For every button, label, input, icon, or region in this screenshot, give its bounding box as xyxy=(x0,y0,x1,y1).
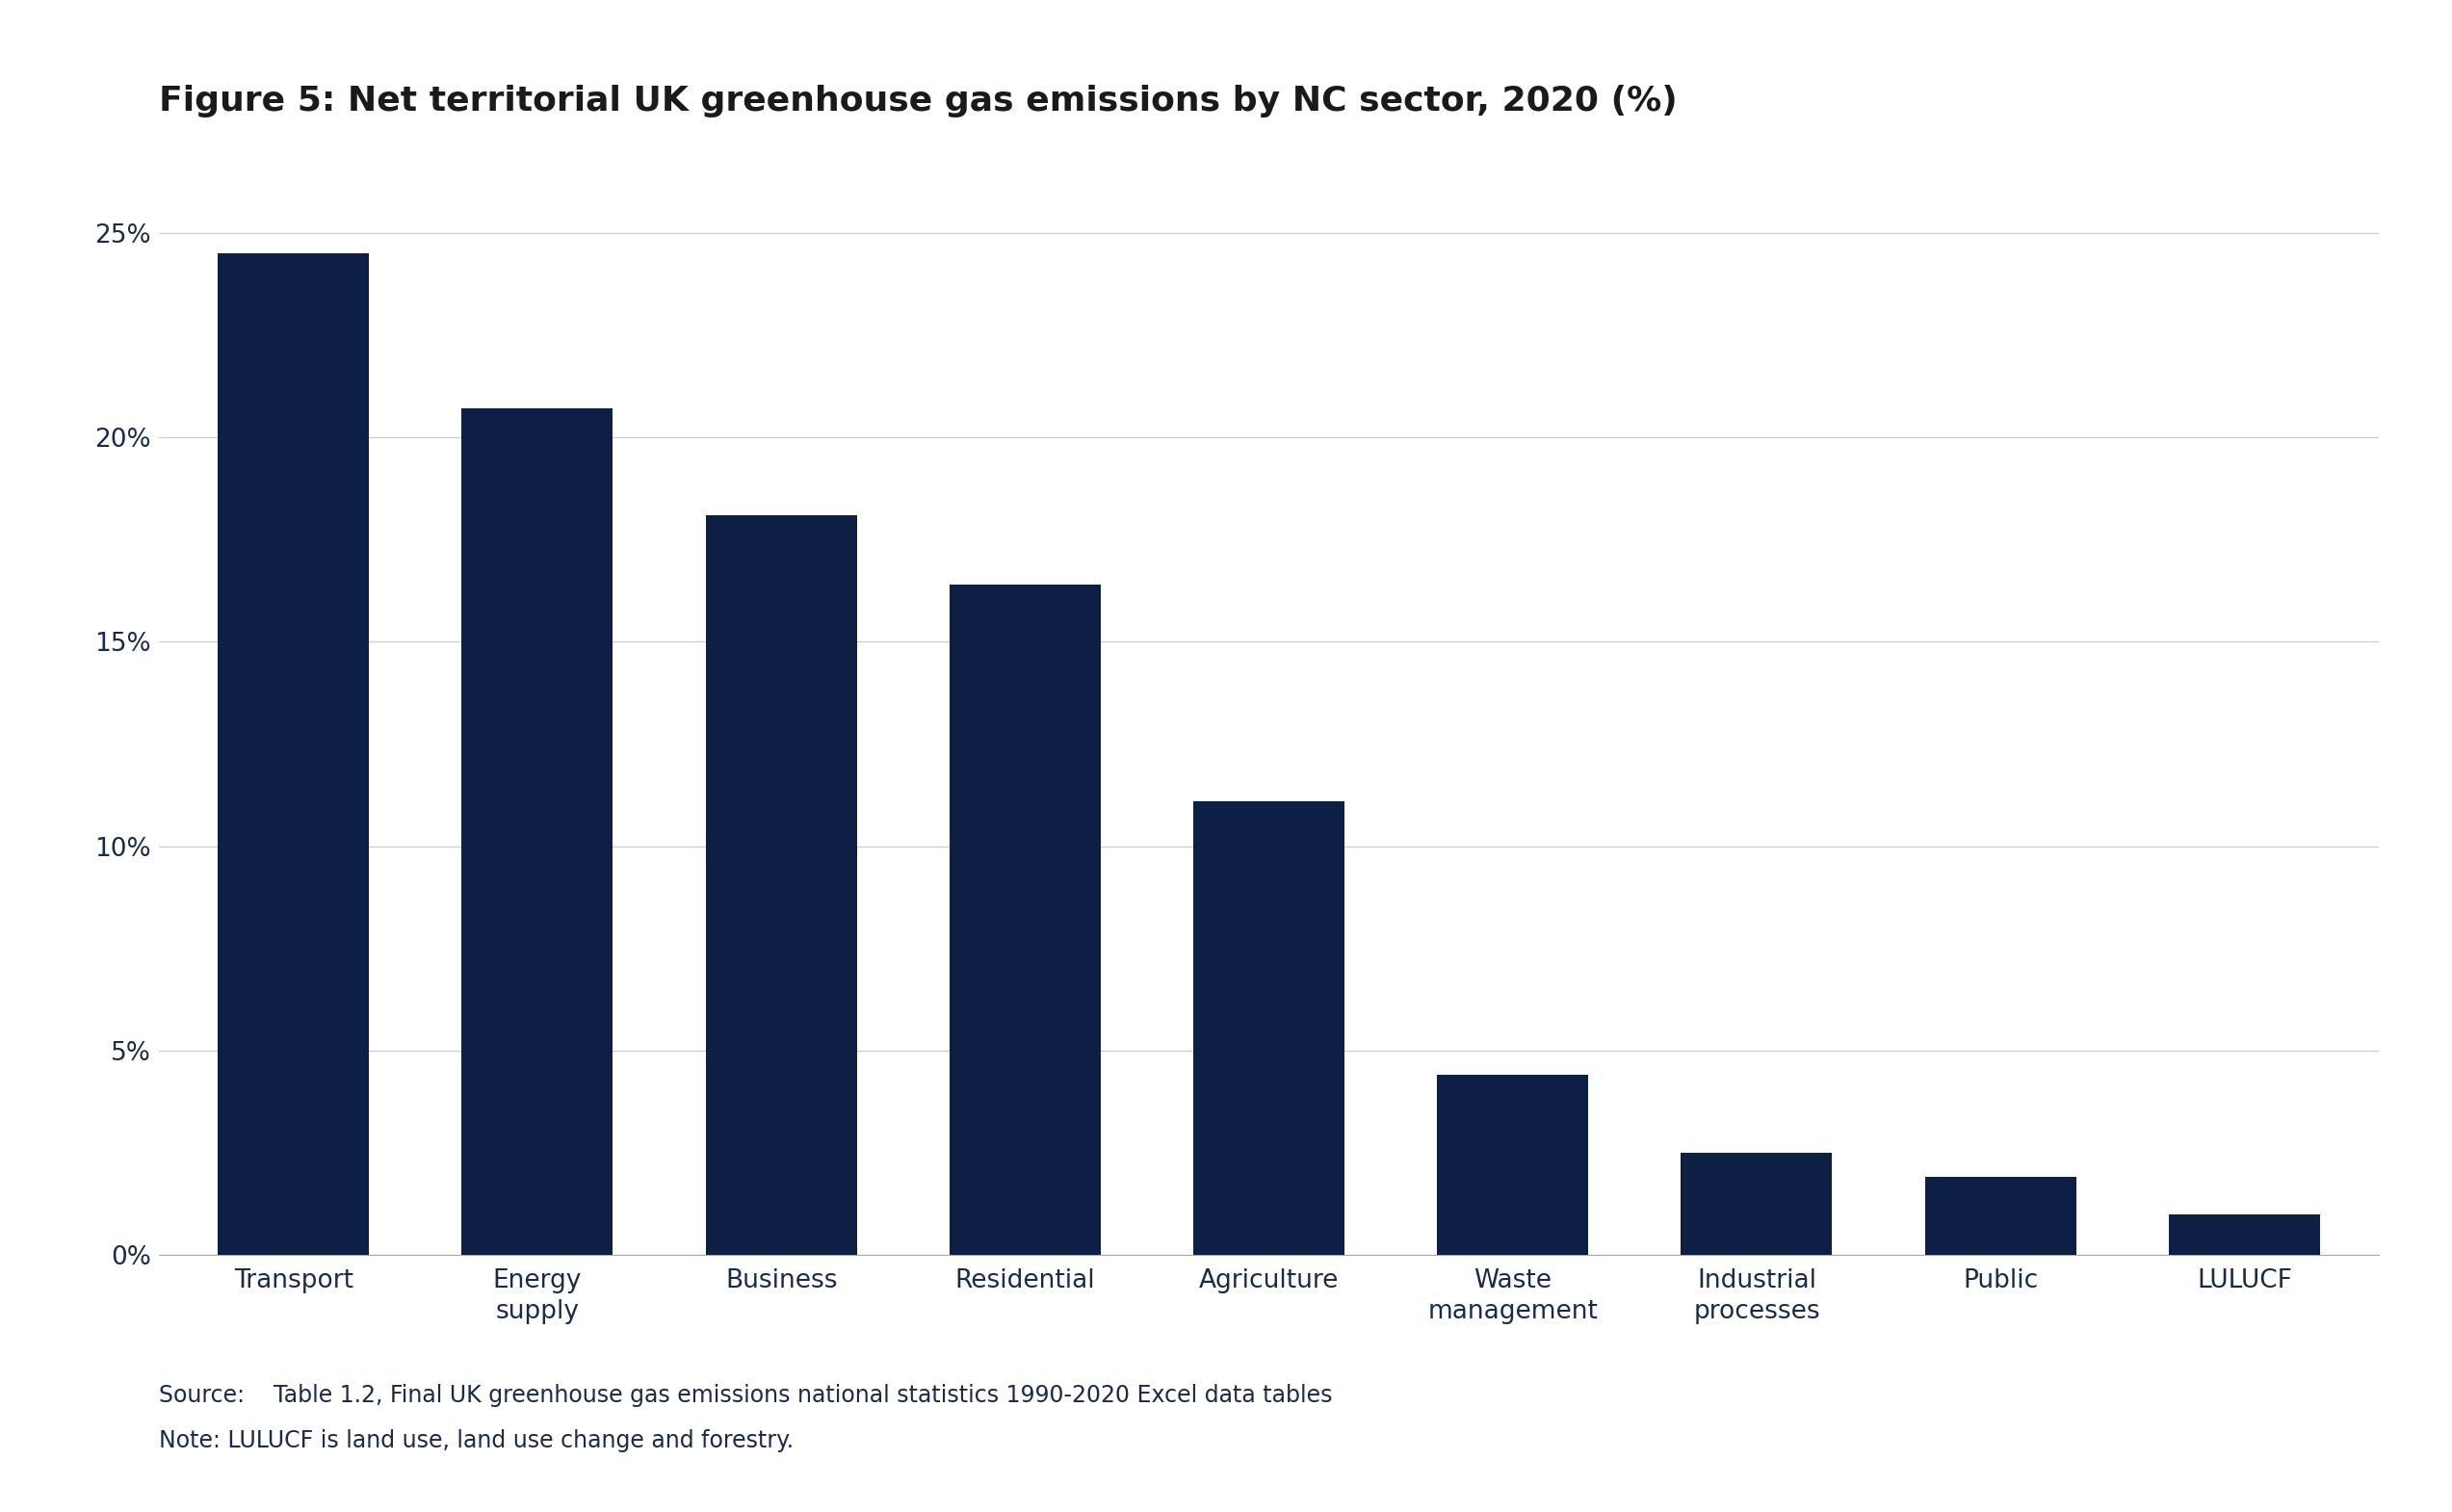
Text: Source:    Table 1.2, Final UK greenhouse gas emissions national statistics 1990: Source: Table 1.2, Final UK greenhouse g… xyxy=(159,1383,1334,1406)
Text: Note: LULUCF is land use, land use change and forestry.: Note: LULUCF is land use, land use chang… xyxy=(159,1429,794,1452)
Text: Figure 5: Net territorial UK greenhouse gas emissions by NC sector, 2020 (%): Figure 5: Net territorial UK greenhouse … xyxy=(159,85,1677,118)
Bar xyxy=(2168,1214,2320,1255)
Bar xyxy=(461,408,613,1255)
Bar xyxy=(1682,1152,1832,1255)
Bar xyxy=(949,585,1101,1255)
Bar xyxy=(706,516,856,1255)
Bar xyxy=(1437,1075,1589,1255)
Bar xyxy=(218,254,370,1255)
Bar xyxy=(1194,801,1344,1255)
Bar xyxy=(1925,1178,2077,1255)
